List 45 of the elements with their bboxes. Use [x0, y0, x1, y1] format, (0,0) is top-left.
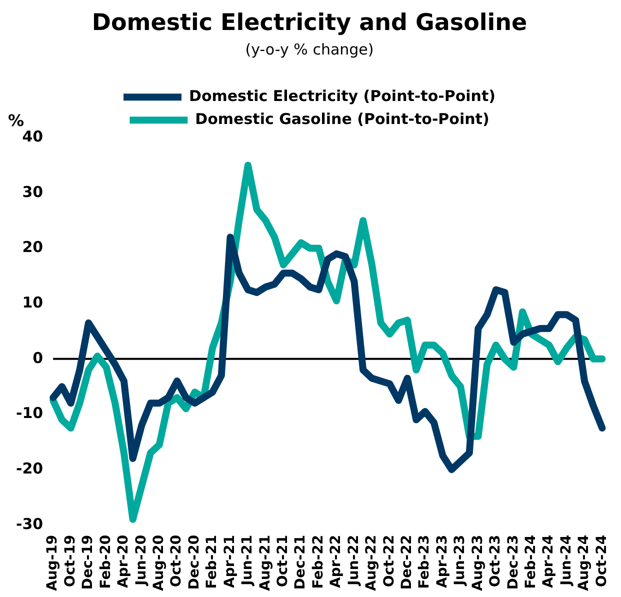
- y-tick-label: 0: [32, 348, 44, 367]
- y-tick-label: -20: [16, 459, 44, 478]
- legend-label: Domestic Gasoline (Point-to-Point): [195, 110, 490, 128]
- x-tick-label: Apr-24: [540, 534, 557, 588]
- x-tick-label: Apr-21: [222, 534, 238, 588]
- x-tick-label: Aug-21: [257, 534, 274, 592]
- x-tick-label: Feb-20: [98, 534, 114, 589]
- x-tick-label: Oct-21: [275, 534, 292, 588]
- x-tick-label: Oct-23: [488, 534, 504, 588]
- x-tick-label: Jun-23: [452, 534, 468, 586]
- x-tick-label: Aug-22: [364, 534, 380, 592]
- x-tick-label: Dec-22: [399, 534, 415, 590]
- x-tick-label: Dec-19: [80, 534, 96, 590]
- x-tick-label: Jun-24: [558, 534, 574, 586]
- x-tick-label: Jun-22: [346, 534, 362, 586]
- y-tick-label: 40: [22, 127, 44, 146]
- x-tick-label: Aug-24: [576, 534, 592, 592]
- x-tick-label: Oct-19: [62, 534, 78, 588]
- x-tick-label: Dec-23: [505, 534, 522, 590]
- y-tick-label: 20: [22, 238, 44, 256]
- y-tick-label: -30: [16, 514, 44, 533]
- x-tick-label: Aug-19: [44, 534, 61, 592]
- y-tick-label: -10: [16, 404, 44, 422]
- x-tick-label: Dec-20: [186, 534, 202, 590]
- y-tick-label: 30: [22, 182, 44, 201]
- x-tick-label: Feb-24: [522, 534, 539, 589]
- x-tick-label: Aug-20: [151, 534, 168, 592]
- x-tick-label: Oct-20: [168, 534, 185, 588]
- chart-title: Domestic Electricity and Gasoline: [92, 10, 528, 36]
- x-tick-label: Oct-24: [594, 534, 610, 588]
- x-tick-label: Jun-21: [240, 534, 256, 586]
- x-tick-label: Dec-21: [292, 534, 309, 590]
- y-tick-label: 10: [22, 293, 44, 312]
- x-tick-label: Feb-23: [416, 534, 433, 589]
- x-tick-label: Jun-20: [133, 534, 150, 586]
- x-tick-label: Apr-20: [116, 534, 132, 588]
- x-tick-label: Oct-22: [381, 534, 398, 588]
- x-tick-label: Apr-23: [434, 534, 450, 588]
- legend-label: Domestic Electricity (Point-to-Point): [189, 86, 496, 105]
- y-axis-title: %: [8, 110, 24, 130]
- chart-subtitle: (y-o-y % change): [245, 40, 374, 58]
- x-tick-label: Feb-22: [310, 534, 326, 589]
- x-tick-label: Apr-22: [328, 534, 344, 588]
- x-tick-label: Aug-23: [470, 534, 486, 592]
- x-tick-label: Feb-21: [204, 534, 220, 589]
